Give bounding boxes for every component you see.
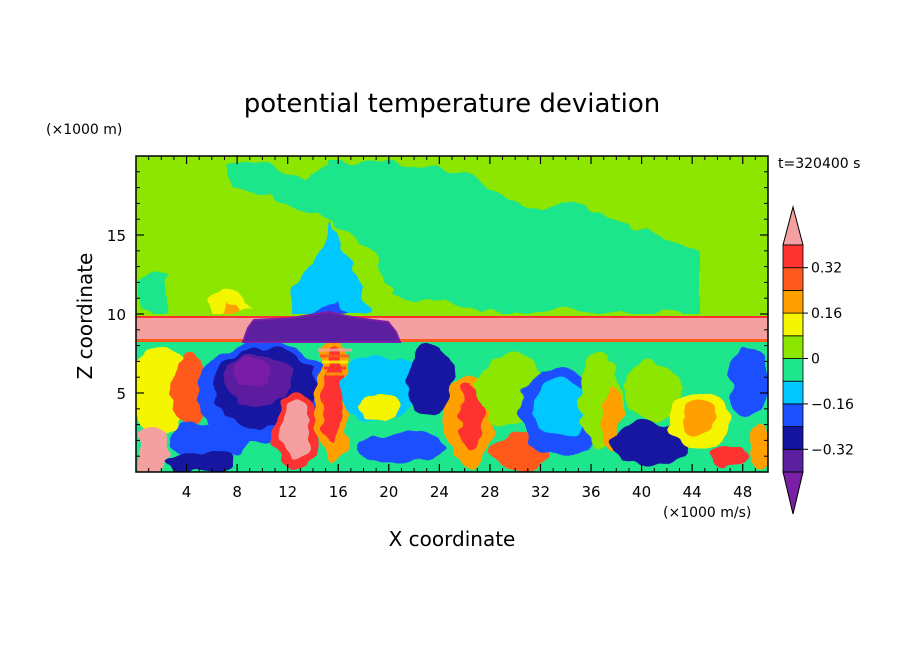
field-wave-bands [318,348,352,376]
x-tick-label: 48 [733,483,752,501]
field-blob [323,347,343,443]
field-cold-dome [241,310,402,343]
field-blob [712,444,748,468]
field-inversion-edge-top [136,316,768,318]
field-blob [458,386,482,450]
field-blob [166,450,234,472]
colorbar-tick-label: 0 [811,352,820,368]
field-blob [136,430,168,472]
colorbar-tick-label: −0.32 [811,442,854,458]
field-upper-orange [215,300,240,312]
x-tick-label: 16 [329,483,348,501]
field-inversion-band [136,316,768,342]
field-blob [362,394,402,422]
x-axis: 4 8 12 16 20 24 28 32 36 40 44 48 [148,156,756,501]
x-tick-label: 36 [581,483,600,501]
colorbar-extend-top [782,205,804,246]
field-upper-yellow [206,288,254,312]
chart-title: potential temperature deviation [244,89,660,119]
field-blob [406,346,454,414]
y-tick-label: 15 [107,227,126,245]
colorbar-box [782,244,804,269]
field-upper-blue-core [310,300,346,314]
colorbar-box [782,289,804,314]
field-lower-features [136,340,768,472]
field-blob [624,362,680,422]
x-unit-label: (×1000 m/s) [663,505,751,521]
colorbar-box [782,448,804,473]
field-blob [282,400,310,460]
x-tick-label: 40 [632,483,651,501]
field-blob [172,354,208,426]
y-unit-label: (×1000 m) [46,122,122,138]
contour-field [136,156,768,472]
colorbar-tick-label: 0.16 [811,306,842,322]
y-tick-label: 5 [116,385,126,403]
colorbar-box [782,358,804,382]
field-upper-left-cool [138,272,170,312]
x-tick-label: 20 [379,483,398,501]
x-tick-label: 8 [232,483,242,501]
colorbar-box [782,335,804,359]
colorbar-tick-label: −0.16 [811,397,854,413]
field-blob [728,344,768,416]
y-tick-label: 10 [107,306,126,324]
x-tick-label: 24 [430,483,449,501]
colorbar-box [782,403,804,427]
field-blob [612,422,692,466]
field-upper-features [138,160,700,314]
colorbar-box [782,312,804,337]
field-blob [748,426,768,470]
x-tick-label: 32 [531,483,550,501]
colorbar: 0.32 0.16 0 −0.16 −0.32 [782,205,854,515]
field-blob [532,380,588,436]
time-label: t=320400 s [778,156,860,172]
colorbar-box [782,380,804,405]
y-axis: 5 10 15 [107,171,768,457]
field-inversion-edge-bottom [136,339,768,342]
field-blob [234,358,270,386]
colorbar-box [782,267,804,291]
x-tick-label: 4 [182,483,192,501]
x-tick-label: 44 [683,483,702,501]
x-axis-label: X coordinate [389,527,516,551]
colorbar-tick-label: 0.32 [811,261,842,277]
y-axis-label: Z coordinate [73,253,97,380]
x-tick-label: 12 [278,483,297,501]
field-upper-cool-plume [225,160,700,312]
field-upper-cyan-core [286,222,368,312]
field-blob [356,432,444,464]
colorbar-box [782,426,804,450]
x-tick-label: 28 [480,483,499,501]
field-blob [684,400,716,436]
colorbar-extend-bottom [782,471,804,515]
